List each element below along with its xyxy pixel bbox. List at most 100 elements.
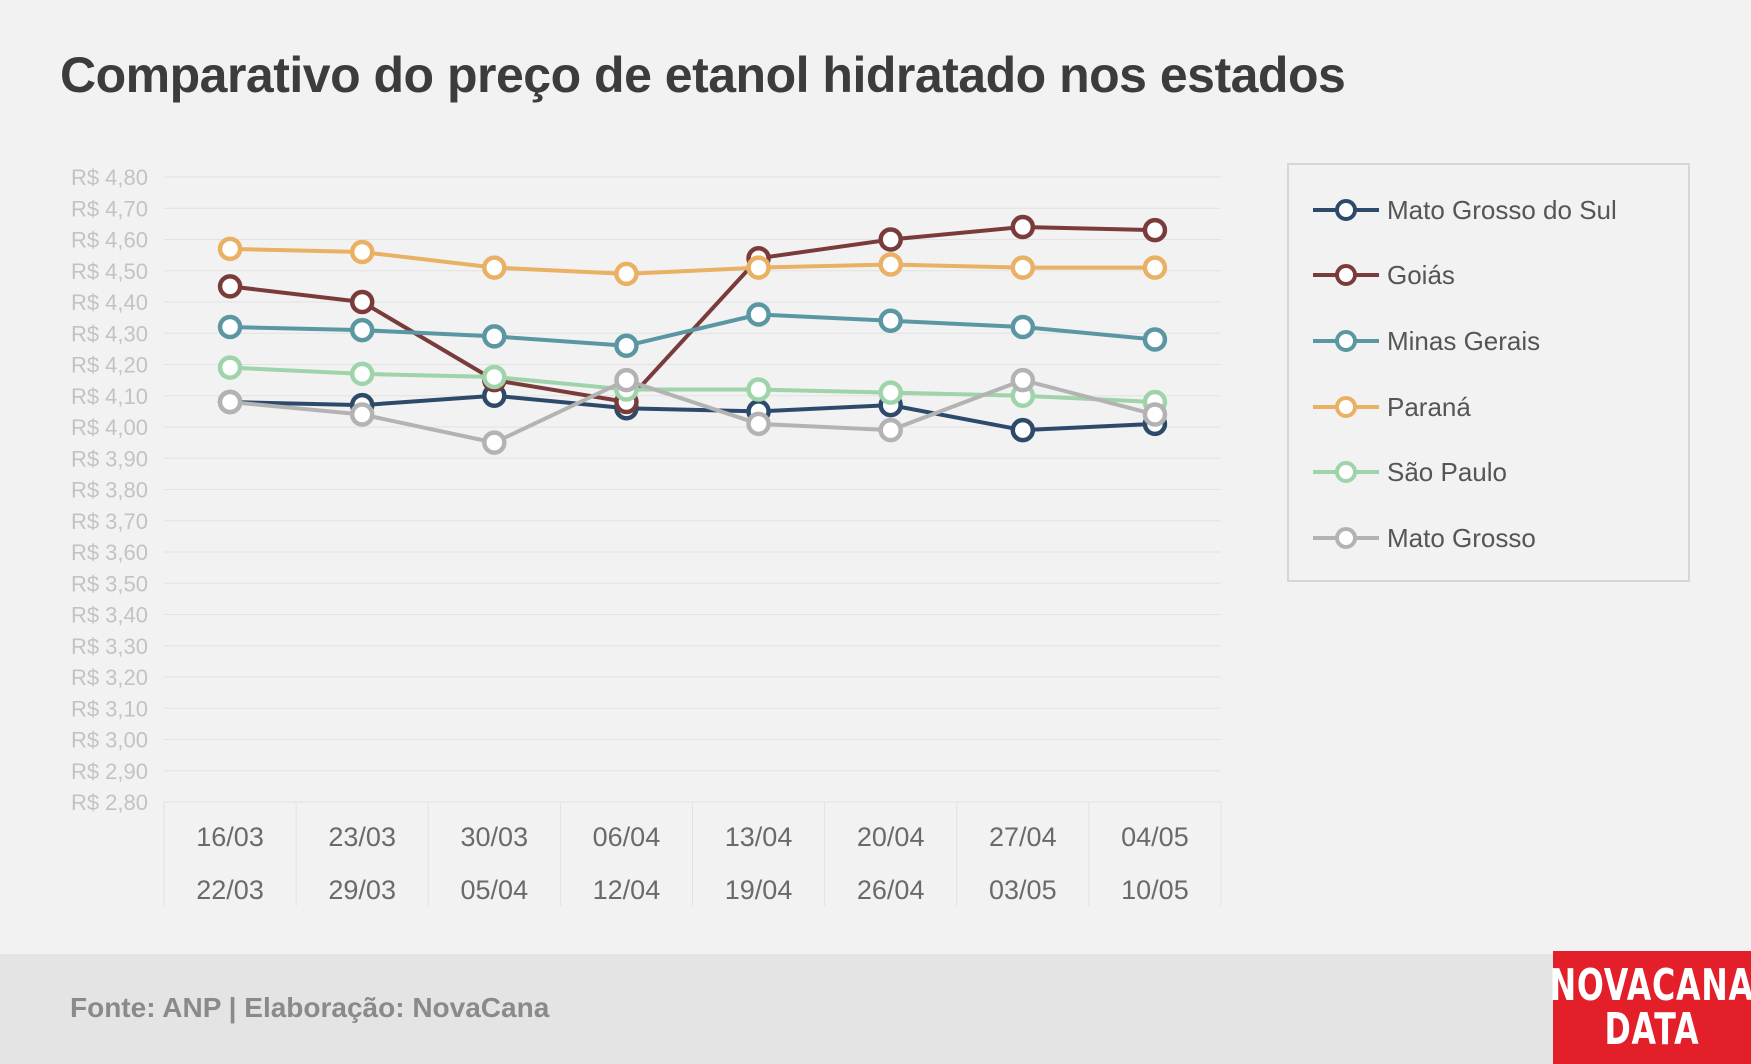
data-point [878,380,903,405]
series-group [217,367,1168,455]
y-tick-label: R$ 4,80 [71,165,148,190]
x-tick-label: 04/05 [1121,822,1189,852]
series-group [217,236,1168,287]
chart-title: Comparativo do preço de etanol hidratado… [60,47,1346,103]
legend-item: São Paulo [1311,452,1507,492]
y-tick-label: R$ 3,40 [71,603,148,628]
data-point [1142,255,1168,280]
legend-label: Mato Grosso [1387,522,1536,553]
legend-item: Paraná [1311,387,1471,427]
data-point [746,255,771,280]
y-tick-label: R$ 4,10 [71,384,148,409]
data-point [746,302,771,327]
x-tick-label: 12/04 [593,875,661,905]
x-tick-label: 06/04 [593,822,661,852]
legend-marker-icon [1313,527,1379,549]
logo-line-2: DATA [1604,1003,1700,1055]
y-tick-label: R$ 4,30 [71,321,148,346]
data-point [349,317,375,343]
y-tick-label: R$ 3,50 [71,571,148,596]
data-point [1010,314,1036,340]
y-tick-label: R$ 3,30 [71,634,148,659]
legend-label: Minas Gerais [1387,325,1541,356]
legend-item: Goiás [1311,255,1455,295]
data-point [614,367,639,393]
data-point [878,252,903,277]
x-tick-label: 10/05 [1121,875,1189,905]
series-line [228,312,1157,348]
legend-marker-icon [1313,199,1379,221]
data-point [217,389,243,415]
data-point [1010,417,1036,443]
x-tick-label: 27/04 [989,822,1057,852]
legend-marker-icon [1313,330,1379,352]
y-tick-label: R$ 3,70 [71,509,148,534]
y-tick-label: R$ 3,10 [71,696,148,721]
legend: Mato Grosso do Sul Goiás Minas Gerais Pa… [1287,163,1690,582]
data-point [482,430,507,455]
y-tick-label: R$ 3,90 [71,446,148,471]
data-point [1142,217,1168,243]
y-tick-label: R$ 3,60 [71,540,148,565]
y-tick-label: R$ 4,00 [71,415,148,440]
y-tick-label: R$ 2,80 [71,790,148,815]
data-point [217,355,243,380]
line-chart: R$ 4,80 R$ 4,70 R$ 4,60 R$ 4,50 R$ 4,40 R$ 4,… [71,165,1222,906]
data-point [878,417,903,443]
y-axis-ticks: R$ 4,80 R$ 4,70 R$ 4,60 R$ 4,50 R$ 4,40 R$ 4,… [71,165,148,815]
x-tick-label: 23/03 [328,822,396,852]
data-point [614,333,639,358]
x-tick-label: 26/04 [857,875,925,905]
y-tick-label: R$ 3,00 [71,728,148,753]
data-point [349,361,375,387]
data-point [217,236,243,262]
x-tick-label: 16/03 [196,822,264,852]
y-tick-label: R$ 4,70 [71,196,148,221]
series-line [228,378,1157,445]
data-point [482,255,507,280]
series-group [217,302,1168,358]
series-line [228,393,1157,433]
data-point [349,239,375,265]
legend-marker-icon [1313,264,1379,286]
legend-item: Mato Grosso do Sul [1311,190,1617,230]
y-tick-label: R$ 4,60 [71,228,148,253]
y-tick-label: R$ 3,80 [71,478,148,503]
data-point [746,377,771,402]
x-tick-label: 03/05 [989,875,1057,905]
series-lines [217,214,1168,455]
y-tick-label: R$ 2,90 [71,759,148,784]
x-axis-categories: 16/03 22/03 23/03 29/03 30/03 05/04 06/04 12/04… [196,822,1188,905]
x-tick-label: 19/04 [725,875,793,905]
x-tick-label: 29/03 [328,875,396,905]
data-point [1142,402,1168,427]
legend-marker-icon [1313,461,1379,483]
x-tick-label: 30/03 [461,822,529,852]
novacana-data-logo: NOVACANA DATA [1549,951,1751,1064]
data-point [349,402,375,427]
grid-lines [163,176,1222,906]
data-point [349,289,375,315]
legend-marker-icon [1313,396,1379,418]
logo-line-1: NOVACANA [1549,959,1751,1011]
data-point [878,227,903,252]
data-point [614,261,639,287]
data-point [878,308,903,333]
x-tick-label: 05/04 [461,875,529,905]
data-point [217,274,243,299]
legend-label: São Paulo [1387,456,1507,487]
y-tick-label: R$ 4,50 [71,259,148,284]
x-tick-label: 13/04 [725,822,793,852]
legend-label: Paraná [1387,391,1471,422]
x-tick-label: 22/03 [196,875,264,905]
series-line [228,365,1157,404]
x-tick-label: 20/04 [857,822,925,852]
legend-item: Mato Grosso [1311,518,1536,558]
source-note: Fonte: ANP | Elaboração: NovaCana [70,992,550,1023]
data-point [1010,255,1036,280]
y-tick-label: R$ 4,40 [71,290,148,315]
data-point [482,364,507,390]
data-point [1010,367,1036,393]
y-tick-label: R$ 3,20 [71,665,148,690]
data-point [746,411,771,437]
